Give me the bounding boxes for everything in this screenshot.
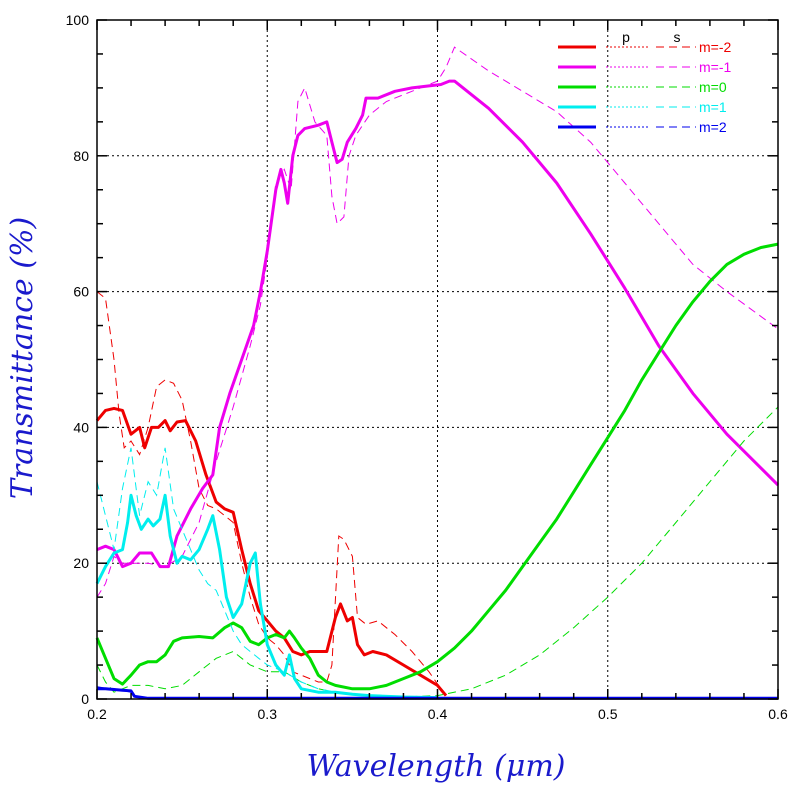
x-tick-label: 0.3 <box>258 706 278 722</box>
x-tick-label: 0.6 <box>768 706 788 722</box>
legend-header-s: s <box>674 29 681 45</box>
x-tick-labels: 0.2 0.3 0.4 0.5 0.6 <box>87 706 788 722</box>
x-tick-label: 0.4 <box>428 706 448 722</box>
y-tick-label: 80 <box>73 148 89 164</box>
grid-lines <box>97 20 778 699</box>
series-line-m=-1-p <box>96 79 780 569</box>
series-line-m=2-p <box>97 687 778 700</box>
y-tick-label: 100 <box>66 12 90 28</box>
legend-label: m=2 <box>699 119 727 135</box>
axis-ticks <box>96 19 779 700</box>
y-tick-label: 20 <box>73 555 89 571</box>
y-tick-label: 40 <box>73 419 89 435</box>
legend-label: m=-1 <box>699 59 732 75</box>
series-line-m=-2-s <box>96 291 447 696</box>
series-line-m=-1-s <box>96 46 779 598</box>
y-tick-label: 0 <box>81 691 89 707</box>
series-line-m=1-p <box>95 493 438 700</box>
y-axis-title: Transmittance (%) <box>5 217 40 499</box>
legend-label: m=0 <box>699 79 727 95</box>
y-tick-labels: 0 20 40 60 80 100 <box>66 12 90 707</box>
series-line-m=0-s <box>96 406 779 698</box>
y-tick-label: 60 <box>73 284 89 300</box>
x-tick-label: 0.5 <box>598 706 618 722</box>
legend-label: m=-2 <box>699 39 732 55</box>
x-axis-title: Wavelength (μm) <box>307 749 566 784</box>
x-tick-label: 0.2 <box>87 706 107 722</box>
legend: p s m=-2 m=-1 m=0 m=1 m=2 <box>558 29 732 135</box>
legend-label: m=1 <box>699 99 727 115</box>
series-lines <box>95 46 780 700</box>
series-line-m=-2-p <box>95 406 448 697</box>
series-line-m=0-p <box>95 242 779 691</box>
legend-header-p: p <box>622 29 630 45</box>
series-line-m=1-s <box>96 447 438 699</box>
